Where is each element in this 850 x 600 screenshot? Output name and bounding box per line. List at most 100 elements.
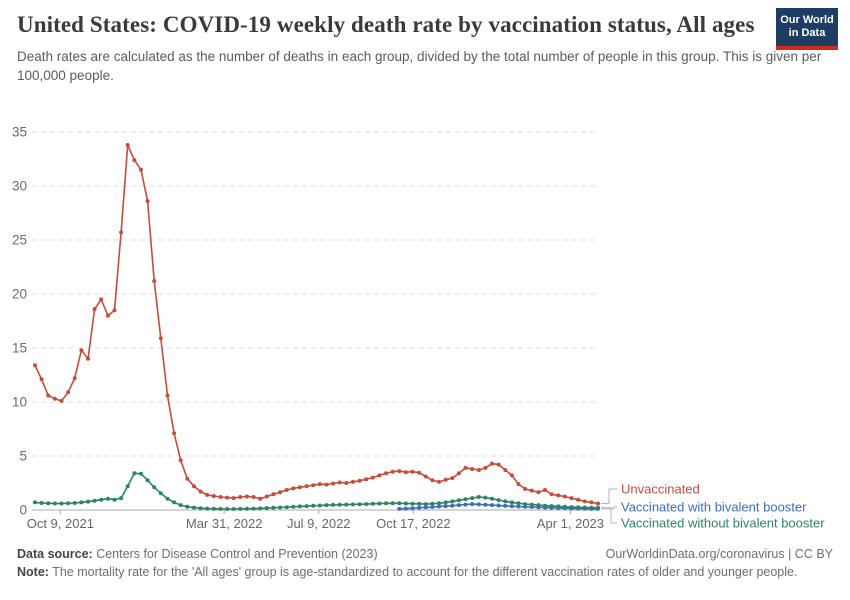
data-point-unvaccinated xyxy=(470,467,475,471)
data-point-unvaccinated xyxy=(271,492,276,497)
data-point-vaccinated-without-bivalent-booster xyxy=(337,502,342,507)
data-point-unvaccinated xyxy=(589,500,594,505)
data-point-vaccinated-without-bivalent-booster xyxy=(119,496,124,501)
data-point-vaccinated-without-bivalent-booster xyxy=(218,506,223,511)
data-point-unvaccinated xyxy=(509,473,514,478)
data-point-unvaccinated xyxy=(218,495,223,499)
data-point-vaccinated-with-bivalent-booster xyxy=(417,505,422,510)
data-point-vaccinated-with-bivalent-booster xyxy=(410,506,415,511)
chart-note: Note: The mortality rate for the 'All ag… xyxy=(17,563,833,581)
data-point-unvaccinated xyxy=(225,495,230,500)
y-tick-label: 5 xyxy=(19,449,27,464)
legend-connector-vaccinated-without-bivalent-booster xyxy=(601,507,617,524)
data-point-vaccinated-with-bivalent-booster xyxy=(490,503,494,508)
data-point-vaccinated-without-bivalent-booster xyxy=(463,497,468,502)
data-point-unvaccinated xyxy=(264,494,269,499)
data-point-vaccinated-without-bivalent-booster xyxy=(238,506,243,511)
owid-logo[interactable]: Our World in Data xyxy=(776,8,838,50)
data-source: Data source: Centers for Disease Control… xyxy=(17,545,378,563)
legend-connector-unvaccinated xyxy=(601,488,617,504)
data-point-vaccinated-without-bivalent-booster xyxy=(403,501,408,506)
data-point-vaccinated-without-bivalent-booster xyxy=(529,502,534,507)
data-point-unvaccinated xyxy=(172,431,177,436)
data-point-vaccinated-without-bivalent-booster xyxy=(357,502,362,507)
data-point-unvaccinated xyxy=(430,478,435,483)
data-point-unvaccinated xyxy=(205,492,210,497)
data-point-unvaccinated xyxy=(403,470,408,475)
data-point-unvaccinated xyxy=(304,484,309,489)
data-point-vaccinated-without-bivalent-booster xyxy=(125,484,130,489)
data-point-vaccinated-without-bivalent-booster xyxy=(397,501,402,506)
data-point-vaccinated-without-bivalent-booster xyxy=(52,501,57,506)
data-point-vaccinated-with-bivalent-booster xyxy=(437,504,441,509)
data-point-vaccinated-without-bivalent-booster xyxy=(384,501,388,506)
x-tick-label: Jul 9, 2022 xyxy=(287,516,351,531)
owid-link[interactable]: OurWorldinData.org/coronavirus | CC BY xyxy=(605,547,833,561)
data-point-vaccinated-without-bivalent-booster xyxy=(417,501,422,506)
note-label: Note: xyxy=(17,565,49,580)
data-point-vaccinated-without-bivalent-booster xyxy=(46,501,51,506)
data-point-vaccinated-without-bivalent-booster xyxy=(86,499,90,504)
data-point-unvaccinated xyxy=(450,476,455,481)
data-point-vaccinated-without-bivalent-booster xyxy=(158,491,163,496)
data-point-unvaccinated xyxy=(569,496,574,501)
data-point-vaccinated-without-bivalent-booster xyxy=(331,502,336,507)
data-point-unvaccinated xyxy=(311,483,316,488)
data-point-vaccinated-without-bivalent-booster xyxy=(92,498,97,503)
data-point-unvaccinated xyxy=(66,390,71,395)
data-point-vaccinated-without-bivalent-booster xyxy=(205,506,210,511)
data-point-vaccinated-without-bivalent-booster xyxy=(79,500,84,505)
data-point-unvaccinated xyxy=(443,477,448,482)
chart-header: United States: COVID-19 weekly death rat… xyxy=(17,8,838,85)
data-source-text: Centers for Disease Control and Preventi… xyxy=(92,547,378,561)
data-point-vaccinated-without-bivalent-booster xyxy=(132,471,137,476)
data-point-vaccinated-without-bivalent-booster xyxy=(112,497,117,502)
data-point-unvaccinated xyxy=(490,461,494,466)
data-point-vaccinated-with-bivalent-booster xyxy=(470,502,475,507)
data-point-vaccinated-without-bivalent-booster xyxy=(105,496,110,501)
data-point-vaccinated-without-bivalent-booster xyxy=(556,504,561,509)
data-point-unvaccinated xyxy=(198,489,203,494)
data-point-vaccinated-without-bivalent-booster xyxy=(297,504,302,509)
data-point-unvaccinated xyxy=(132,158,137,163)
legend-label-vaccinated-without-bivalent-booster[interactable]: Vaccinated without bivalent booster xyxy=(621,516,825,531)
data-point-vaccinated-without-bivalent-booster xyxy=(192,505,196,510)
data-point-vaccinated-with-bivalent-booster xyxy=(516,504,521,509)
data-point-unvaccinated xyxy=(52,396,57,401)
data-point-unvaccinated xyxy=(357,478,362,483)
data-point-vaccinated-without-bivalent-booster xyxy=(178,503,183,508)
chart-canvas[interactable]: 0 5 10 15 20 25 30 35 Oct 9, 2021 Mar 31, 2022 Jul… xyxy=(0,118,850,540)
data-point-vaccinated-without-bivalent-booster xyxy=(99,497,104,502)
data-point-vaccinated-without-bivalent-booster xyxy=(278,505,283,510)
data-point-unvaccinated xyxy=(483,465,488,470)
data-point-unvaccinated xyxy=(278,490,283,495)
data-point-unvaccinated xyxy=(543,488,547,492)
data-point-vaccinated-with-bivalent-booster xyxy=(456,503,461,508)
data-point-unvaccinated xyxy=(33,363,37,368)
data-point-unvaccinated xyxy=(523,486,528,491)
data-point-unvaccinated xyxy=(476,468,481,472)
data-point-vaccinated-without-bivalent-booster xyxy=(225,507,230,511)
data-point-unvaccinated xyxy=(92,307,97,312)
legend-label-vaccinated-with-bivalent-booster[interactable]: Vaccinated with bivalent booster xyxy=(621,500,807,515)
data-point-vaccinated-without-bivalent-booster xyxy=(251,506,256,511)
data-point-unvaccinated xyxy=(297,485,302,490)
data-point-vaccinated-without-bivalent-booster xyxy=(66,501,71,506)
line-chart[interactable]: 0 5 10 15 20 25 30 35 Oct 9, 2021 Mar 31, 2022 Jul… xyxy=(0,118,850,540)
data-point-vaccinated-without-bivalent-booster xyxy=(284,505,289,510)
data-point-vaccinated-without-bivalent-booster xyxy=(450,499,455,504)
data-point-vaccinated-with-bivalent-booster xyxy=(423,505,428,510)
data-point-unvaccinated xyxy=(72,376,77,381)
legend-label-unvaccinated[interactable]: Unvaccinated xyxy=(621,482,700,497)
data-point-vaccinated-without-bivalent-booster xyxy=(145,478,150,483)
y-tick-label: 35 xyxy=(12,125,27,140)
series-line-unvaccinated[interactable] xyxy=(34,144,599,505)
data-point-unvaccinated xyxy=(251,495,256,499)
data-point-vaccinated-without-bivalent-booster xyxy=(370,501,375,506)
data-point-unvaccinated xyxy=(245,494,249,499)
data-point-vaccinated-without-bivalent-booster xyxy=(271,505,276,510)
data-point-vaccinated-without-bivalent-booster xyxy=(543,503,547,508)
data-point-unvaccinated xyxy=(423,474,428,479)
data-point-unvaccinated xyxy=(344,481,349,485)
note-text: The mortality rate for the 'All ages' gr… xyxy=(48,565,798,580)
